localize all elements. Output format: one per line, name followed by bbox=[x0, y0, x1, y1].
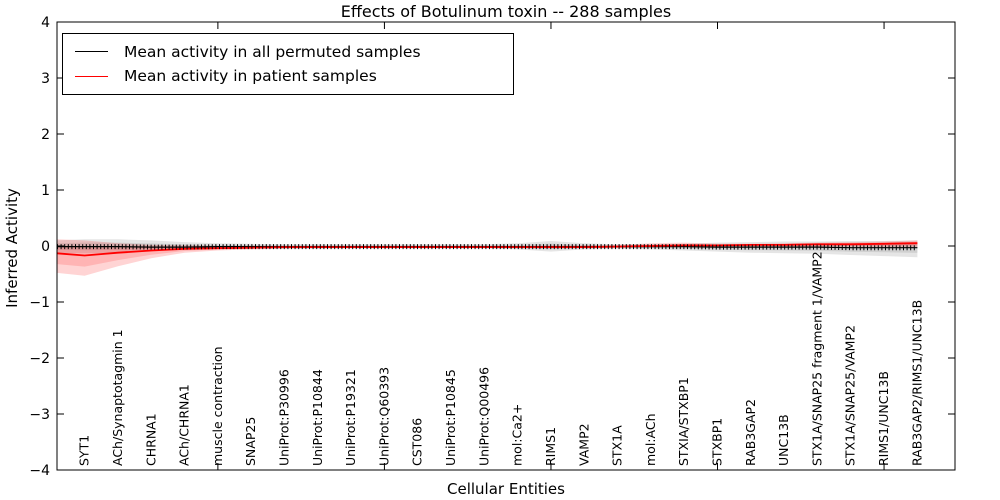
y-tick-label: 1 bbox=[41, 183, 50, 199]
y-tick-label: 2 bbox=[41, 127, 50, 143]
y-tick-label: −2 bbox=[29, 351, 50, 367]
x-tick-label: STXIA/STXBP1 bbox=[676, 377, 691, 466]
series-line-patient bbox=[56, 242, 918, 257]
y-tick-label: −4 bbox=[29, 463, 50, 479]
y-tick-label: −1 bbox=[29, 295, 50, 311]
x-tick-label: SYT1 bbox=[77, 435, 92, 466]
x-tick-label: STX1A bbox=[610, 425, 625, 466]
x-tick-label: ACh/Synaptotagmin 1 bbox=[110, 329, 125, 466]
x-tick-label: UniProt:P10844 bbox=[310, 369, 325, 466]
x-tick-label: mol:Ca2+ bbox=[510, 404, 525, 466]
x-tick-label: SNAP25 bbox=[243, 417, 258, 466]
legend-box: Mean activity in all permuted samples Me… bbox=[62, 33, 514, 95]
x-tick-label: UNC13B bbox=[776, 414, 791, 466]
confidence-band-patient bbox=[57, 239, 918, 276]
legend-label: Mean activity in patient samples bbox=[124, 67, 377, 86]
x-tick-label: STX1A/SNAP25 fragment 1/VAMP2 bbox=[809, 251, 824, 466]
y-tick-label: 0 bbox=[41, 239, 50, 255]
y-tick-label: 4 bbox=[41, 15, 50, 31]
x-tick-label: RIMS1/UNC13B bbox=[876, 371, 891, 466]
legend-item-patient: Mean activity in patient samples bbox=[71, 67, 505, 85]
legend-label: Mean activity in all permuted samples bbox=[124, 42, 421, 61]
x-tick-label: muscle contraction bbox=[210, 346, 225, 466]
x-tick-label: UniProt:P19321 bbox=[343, 369, 358, 466]
legend-line-sample-black bbox=[75, 51, 108, 53]
y-tick-label: 3 bbox=[41, 71, 50, 87]
x-tick-label: CHRNA1 bbox=[143, 413, 158, 466]
x-tick-label: UniProt:Q00496 bbox=[476, 367, 491, 466]
x-tick-label: UniProt:Q60393 bbox=[376, 367, 391, 466]
x-tick-label: STXBP1 bbox=[710, 418, 725, 466]
confidence-band-permuted bbox=[57, 239, 918, 258]
x-tick-label: RAB3GAP2/RIMS1/UNC13B bbox=[909, 300, 924, 466]
y-axis-title: Inferred Activity bbox=[3, 188, 21, 308]
x-tick-label: RIMS1 bbox=[543, 427, 558, 466]
legend-line-sample-red bbox=[75, 75, 108, 77]
x-tick-label: VAMP2 bbox=[576, 423, 591, 466]
x-tick-label: STX1A/SNAP25/VAMP2 bbox=[843, 325, 858, 466]
y-tick-label: −3 bbox=[29, 407, 50, 423]
x-tick-label: UniProt:P30996 bbox=[277, 369, 292, 466]
x-tick-label: UniProt:P10845 bbox=[443, 369, 458, 466]
x-tick-label: mol:ACh bbox=[643, 414, 658, 467]
x-tick-label: ACh/CHRNA1 bbox=[177, 384, 192, 466]
x-tick-label: CST086 bbox=[410, 418, 425, 466]
x-tick-label: RAB3GAP2 bbox=[743, 399, 758, 466]
legend-item-permuted: Mean activity in all permuted samples bbox=[71, 43, 505, 61]
x-axis-title: Cellular Entities bbox=[447, 480, 565, 498]
chart-title: Effects of Botulinum toxin -- 288 sample… bbox=[340, 2, 672, 21]
